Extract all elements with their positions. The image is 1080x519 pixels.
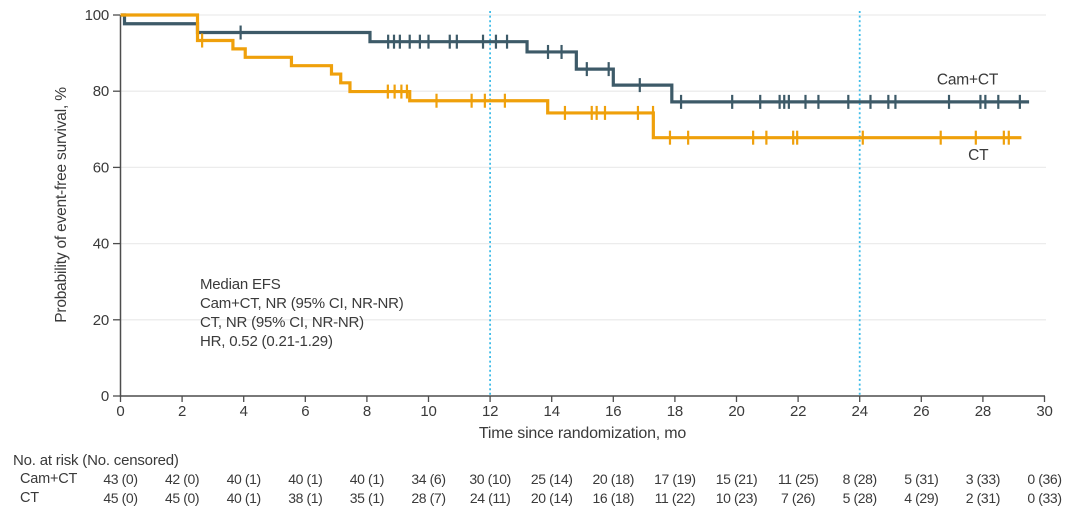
risk-table-header: No. at risk (No. censored) [13, 452, 179, 469]
x-tick-label: 8 [363, 403, 371, 420]
y-tick-label: 80 [93, 83, 109, 100]
y-tick-label: 40 [93, 236, 109, 253]
risk-value: 16 (18) [592, 490, 635, 506]
annotation-line: CT, NR (95% CI, NR-NR) [200, 314, 364, 331]
risk-value: 11 (22) [654, 490, 696, 506]
x-tick-label: 30 [1036, 403, 1052, 420]
risk-value: 42 (0) [165, 471, 200, 487]
risk-row-label-ct: CT [20, 490, 39, 506]
risk-value: 4 (29) [904, 490, 939, 506]
y-axis-title: Probability of event-free survival, % [53, 87, 70, 323]
risk-value: 11 (25) [777, 471, 819, 487]
x-tick-label: 0 [116, 403, 124, 420]
x-tick-label: 18 [667, 403, 683, 420]
x-tick-label: 22 [790, 403, 806, 420]
x-tick-label: 6 [301, 403, 309, 420]
risk-value: 17 (19) [654, 471, 696, 487]
risk-value: 30 (10) [469, 471, 511, 487]
risk-value: 40 (1) [288, 471, 323, 487]
risk-value: 25 (14) [530, 471, 573, 487]
risk-value: 10 (23) [715, 490, 758, 506]
risk-value: 20 (14) [530, 490, 573, 506]
risk-value: 5 (31) [904, 471, 939, 487]
y-tick-label: 0 [101, 388, 109, 405]
x-tick-label: 20 [728, 403, 744, 420]
curve-label-cam-ct: Cam+CT [937, 71, 999, 88]
risk-row-label-cam-ct: Cam+CT [20, 471, 78, 487]
annotation-line: HR, 0.52 (0.21-1.29) [200, 333, 333, 350]
x-tick-label: 24 [852, 403, 868, 420]
risk-value: 0 (33) [1027, 490, 1062, 506]
risk-value: 24 (11) [469, 490, 511, 506]
risk-value: 2 (31) [965, 490, 1001, 506]
risk-value: 43 (0) [103, 471, 138, 487]
y-tick-label: 20 [93, 312, 109, 329]
annotation-line: Median EFS [200, 276, 281, 293]
y-tick-label: 60 [93, 159, 109, 176]
x-tick-label: 14 [544, 403, 560, 420]
x-axis-title: Time since randomization, mo [479, 425, 687, 442]
km-curve-cam-ct [120, 13, 1030, 104]
risk-value: 34 (6) [411, 471, 446, 487]
risk-value: 45 (0) [165, 490, 200, 506]
risk-value: 40 (1) [226, 471, 262, 487]
km-curve-ct [120, 13, 1022, 140]
risk-value: 3 (33) [965, 471, 1001, 487]
annotation-line: Cam+CT, NR (95% CI, NR-NR) [200, 295, 404, 312]
x-tick-label: 12 [482, 403, 498, 420]
x-tick-label: 16 [605, 403, 621, 420]
x-tick-label: 2 [178, 403, 186, 420]
risk-value: 7 (26) [781, 490, 816, 506]
risk-value: 5 (28) [842, 490, 878, 506]
risk-value: 45 (0) [103, 490, 138, 506]
risk-value: 0 (36) [1027, 471, 1062, 487]
curve-label-ct: CT [968, 147, 989, 164]
risk-value: 35 (1) [349, 490, 385, 506]
x-tick-label: 28 [975, 403, 991, 420]
risk-value: 28 (7) [411, 490, 446, 506]
risk-value: 15 (21) [715, 471, 758, 487]
y-tick-label: 100 [85, 7, 109, 24]
risk-value: 40 (1) [226, 490, 262, 506]
x-tick-label: 26 [913, 403, 929, 420]
risk-value: 8 (28) [842, 471, 878, 487]
x-tick-label: 4 [240, 403, 248, 420]
risk-value: 40 (1) [349, 471, 385, 487]
risk-value: 20 (18) [592, 471, 635, 487]
risk-value: 38 (1) [288, 490, 323, 506]
x-tick-label: 10 [420, 403, 436, 420]
